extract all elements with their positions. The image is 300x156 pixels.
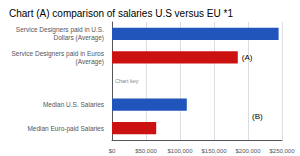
svg-text:(A): (A) xyxy=(242,53,253,62)
svg-text:$0: $0 xyxy=(109,148,116,154)
svg-text:$100,000: $100,000 xyxy=(167,148,193,154)
svg-text:(Average): (Average) xyxy=(76,58,104,66)
svg-text:$50,000: $50,000 xyxy=(135,148,157,154)
svg-text:Chart (A) comparison of salari: Chart (A) comparison of salaries U.S ver… xyxy=(9,8,233,19)
svg-text:Service Designers paid in Euro: Service Designers paid in Euros xyxy=(12,50,105,58)
svg-text:(B): (B) xyxy=(252,112,263,121)
svg-text:Chart key: Chart key xyxy=(115,78,139,84)
svg-text:$150,000: $150,000 xyxy=(201,148,227,154)
svg-text:Median Euro-paid Salaries: Median Euro-paid Salaries xyxy=(27,125,104,133)
svg-text:$200,000: $200,000 xyxy=(235,148,261,154)
svg-text:$250,000: $250,000 xyxy=(269,148,295,154)
svg-text:Dollars (Average): Dollars (Average) xyxy=(54,34,104,42)
svg-text:Median U.S. Salaries: Median U.S. Salaries xyxy=(43,101,105,108)
svg-text:Service Designers paid in U.S.: Service Designers paid in U.S. xyxy=(16,26,104,34)
